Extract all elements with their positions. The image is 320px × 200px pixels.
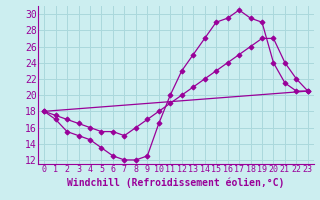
X-axis label: Windchill (Refroidissement éolien,°C): Windchill (Refroidissement éolien,°C) [67,177,285,188]
